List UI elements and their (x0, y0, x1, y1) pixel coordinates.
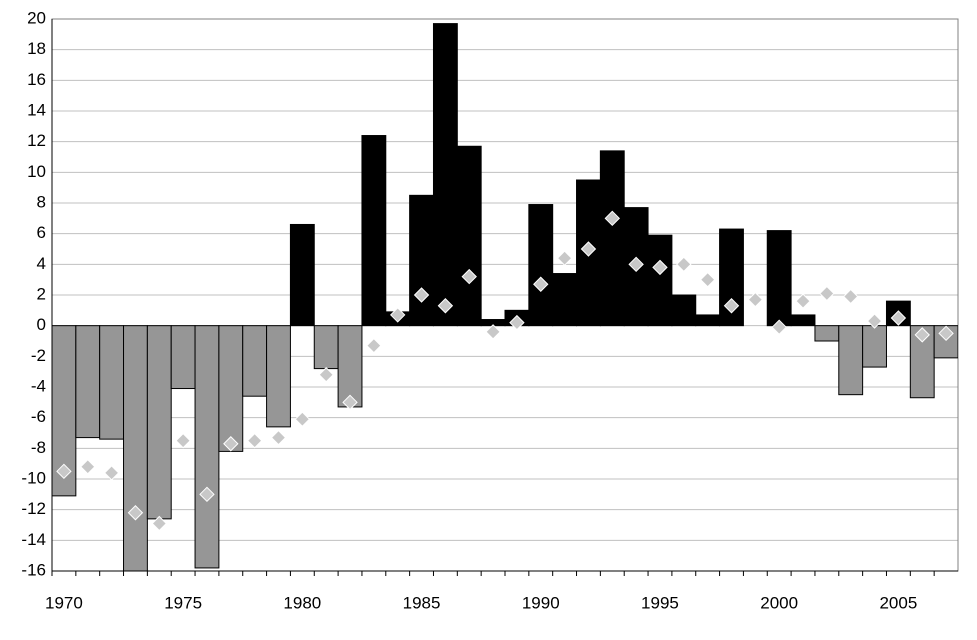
marker (580, 241, 597, 257)
marker (199, 486, 215, 503)
marker (509, 314, 525, 331)
bar (99, 325, 125, 440)
bar (599, 150, 625, 327)
marker (318, 367, 334, 383)
marker (556, 250, 573, 266)
marker (628, 256, 644, 273)
marker (843, 288, 859, 305)
marker (771, 319, 787, 335)
y-tick-label: 10 (27, 162, 46, 181)
marker (533, 276, 549, 292)
marker (652, 259, 668, 276)
marker (413, 287, 430, 303)
y-tick-label: -14 (21, 530, 46, 549)
marker (366, 337, 382, 354)
y-tick-label: 8 (37, 192, 46, 211)
y-tick-label: 0 (37, 315, 46, 334)
bar (432, 23, 458, 327)
x-tick-label: 1970 (45, 593, 83, 612)
marker (795, 293, 811, 309)
bar (766, 230, 792, 327)
y-tick-label: 6 (37, 223, 46, 242)
marker (914, 327, 930, 343)
y-tick-label: -10 (21, 468, 46, 487)
bar (695, 314, 721, 327)
marker (270, 429, 287, 446)
marker (676, 256, 692, 273)
bar (123, 325, 148, 571)
bar (242, 325, 268, 397)
marker (890, 310, 907, 326)
marker (699, 271, 716, 288)
y-tick-label: 2 (37, 284, 46, 303)
marker (437, 298, 454, 314)
bar (909, 325, 935, 399)
bar (266, 325, 291, 428)
marker (246, 432, 263, 449)
marker (151, 515, 167, 532)
marker (604, 210, 620, 227)
marker (223, 436, 239, 452)
x-tick-label: 2000 (760, 593, 798, 612)
bar (289, 223, 315, 327)
bar (361, 135, 387, 327)
y-tick-label: -12 (21, 499, 46, 518)
bar (528, 204, 554, 327)
bar (313, 325, 339, 370)
y-tick-label: -2 (31, 346, 46, 365)
marker (938, 325, 954, 342)
marker (723, 298, 740, 314)
bar (456, 145, 482, 327)
bar (790, 314, 816, 327)
bar (218, 325, 244, 452)
y-tick-label: 4 (37, 254, 46, 273)
bar (552, 273, 578, 327)
marker (80, 459, 96, 475)
x-tick-label: 2005 (879, 593, 917, 612)
marker (56, 463, 72, 480)
marker (294, 411, 311, 427)
y-tick-label: 20 (27, 8, 46, 27)
y-tick-label: 16 (27, 70, 46, 89)
marker (103, 465, 120, 481)
x-tick-label: 1995 (641, 593, 679, 612)
y-tick-label: 18 (27, 39, 46, 58)
y-tick-label: -4 (31, 376, 46, 395)
marker (175, 432, 191, 449)
marker (127, 505, 144, 521)
bar (862, 325, 887, 368)
x-tick-label: 1990 (522, 593, 560, 612)
marker (461, 268, 477, 285)
bar (814, 325, 840, 342)
bar (146, 325, 172, 520)
y-tick-label: -8 (31, 438, 46, 457)
marker (819, 285, 835, 302)
x-tick-label: 1980 (283, 593, 321, 612)
marker (342, 394, 358, 411)
bar (194, 325, 220, 569)
x-tick-label: 1975 (164, 593, 202, 612)
bar (647, 234, 673, 327)
bar (838, 325, 864, 396)
y-tick-label: -6 (31, 407, 46, 426)
bar (75, 325, 101, 439)
bar (170, 325, 196, 390)
bar (671, 294, 697, 327)
y-tick-label: 12 (27, 131, 46, 150)
bar (409, 194, 434, 327)
x-tick-label: 1985 (403, 593, 441, 612)
y-tick-label: -16 (21, 560, 46, 579)
bar (719, 228, 744, 327)
marker (390, 307, 406, 323)
y-tick-label: 14 (27, 100, 46, 119)
marker (747, 291, 764, 308)
marker (485, 324, 501, 340)
marker (866, 313, 883, 329)
